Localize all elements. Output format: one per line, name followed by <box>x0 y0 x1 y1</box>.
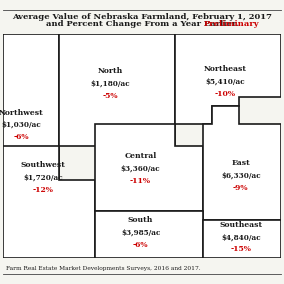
Text: -6%: -6% <box>13 133 29 141</box>
Polygon shape <box>203 106 281 220</box>
Polygon shape <box>176 34 281 124</box>
Text: Northwest: Northwest <box>0 108 43 117</box>
Text: -10%: -10% <box>215 89 236 97</box>
Text: -12%: -12% <box>33 186 54 194</box>
Text: $1,720/ac: $1,720/ac <box>23 174 63 182</box>
Polygon shape <box>3 146 95 258</box>
Text: $1,030/ac: $1,030/ac <box>1 121 41 129</box>
Text: -6%: -6% <box>133 241 149 249</box>
Polygon shape <box>203 220 281 258</box>
Polygon shape <box>95 124 203 211</box>
Polygon shape <box>59 34 176 146</box>
Text: Preliminary: Preliminary <box>203 20 259 28</box>
Text: Southeast: Southeast <box>219 221 262 229</box>
Text: $3,985/ac: $3,985/ac <box>121 229 160 237</box>
Text: Northeast: Northeast <box>204 65 247 73</box>
Text: -15%: -15% <box>230 245 251 253</box>
Text: Farm Real Estate Market Developments Surveys, 2016 and 2017.: Farm Real Estate Market Developments Sur… <box>6 266 200 271</box>
Text: $6,330/ac: $6,330/ac <box>221 172 261 179</box>
Text: -9%: -9% <box>233 184 248 192</box>
Text: -11%: -11% <box>130 177 151 185</box>
Text: $3,360/ac: $3,360/ac <box>121 165 160 173</box>
Text: Average Value of Nebraska Farmland, February 1, 2017: Average Value of Nebraska Farmland, Febr… <box>12 13 272 21</box>
Text: $4,840/ac: $4,840/ac <box>221 233 261 241</box>
Text: Southwest: Southwest <box>21 161 66 169</box>
Text: $5,410/ac: $5,410/ac <box>206 77 245 85</box>
Text: North: North <box>97 67 123 75</box>
Text: $1,180/ac: $1,180/ac <box>90 80 130 87</box>
Text: and Percent Change From a Year Earlier.: and Percent Change From a Year Earlier. <box>46 20 238 28</box>
Polygon shape <box>95 211 203 258</box>
Text: South: South <box>128 216 153 224</box>
Text: Central: Central <box>124 152 157 160</box>
Text: -5%: -5% <box>102 92 118 100</box>
Text: East: East <box>231 159 250 167</box>
Polygon shape <box>3 34 59 180</box>
